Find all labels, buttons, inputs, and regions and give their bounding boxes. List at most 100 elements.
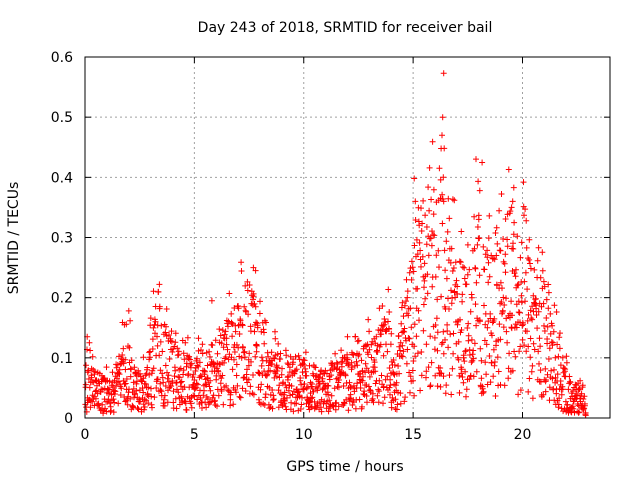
data-point: [440, 373, 447, 380]
data-point: [526, 256, 533, 263]
data-point: [225, 318, 232, 325]
data-point: [411, 175, 418, 182]
data-point: [278, 371, 285, 378]
data-point: [416, 239, 423, 246]
chart-title: Day 243 of 2018, SRMTID for receiver bai…: [198, 20, 493, 36]
data-point: [408, 258, 415, 265]
data-point: [128, 357, 135, 364]
data-point: [373, 333, 380, 340]
data-point: [541, 328, 548, 334]
data-point: [165, 372, 172, 379]
data-point: [237, 394, 244, 401]
data-point: [456, 389, 463, 396]
data-point: [515, 298, 522, 305]
data-point: [366, 346, 373, 353]
data-point: [546, 384, 553, 391]
data-point: [270, 396, 277, 403]
data-point: [365, 316, 372, 323]
data-point: [283, 352, 290, 359]
data-point: [184, 334, 191, 341]
data-point: [439, 220, 446, 227]
data-point: [161, 396, 167, 403]
data-point: [175, 389, 182, 396]
data-point: [149, 404, 155, 411]
data-point: [86, 339, 93, 346]
x-tick-label: 20: [514, 427, 532, 443]
data-point: [424, 290, 431, 297]
data-point: [410, 268, 417, 275]
data-point: [579, 382, 586, 389]
data-point: [172, 330, 179, 337]
data-point: [257, 386, 264, 393]
data-point: [563, 359, 570, 366]
data-point: [159, 348, 166, 355]
data-point: [387, 376, 394, 383]
data-point: [381, 394, 388, 401]
data-point: [442, 336, 448, 343]
data-point: [148, 393, 155, 400]
y-tick-label: 0.6: [51, 50, 73, 66]
data-point: [214, 403, 220, 410]
x-tick-label: 5: [190, 427, 199, 443]
data-point: [448, 391, 455, 398]
data-point: [201, 387, 207, 394]
data-point: [200, 392, 207, 399]
data-point: [168, 328, 175, 335]
data-point: [222, 328, 229, 335]
data-point: [89, 398, 96, 405]
y-tick-label: 0.1: [51, 351, 73, 367]
data-point: [190, 371, 197, 378]
data-point: [241, 303, 248, 310]
data-point: [432, 273, 439, 280]
data-point: [299, 394, 305, 401]
data-point: [218, 388, 225, 394]
data-point: [314, 385, 321, 391]
data-point: [351, 388, 358, 395]
data-point: [448, 287, 454, 294]
data-point: [400, 348, 407, 355]
data-point: [250, 391, 257, 398]
data-point: [536, 360, 542, 367]
data-point: [211, 398, 218, 405]
data-point: [375, 399, 382, 406]
data-point: [562, 398, 569, 405]
data-point: [115, 400, 122, 407]
data-point: [285, 373, 292, 380]
data-point: [301, 381, 308, 387]
data-point: [142, 381, 149, 387]
data-point: [357, 385, 364, 391]
data-point: [468, 294, 475, 301]
data-point: [439, 114, 446, 121]
data-point: [460, 379, 467, 386]
data-point: [267, 367, 274, 374]
data-point: [345, 362, 352, 369]
data-point: [182, 339, 189, 346]
data-point: [341, 400, 348, 407]
data-point: [120, 345, 127, 352]
data-point: [154, 376, 161, 383]
data-points: [82, 70, 589, 419]
data-point: [508, 298, 515, 305]
data-point: [382, 319, 389, 326]
data-point: [340, 383, 347, 389]
data-point: [238, 354, 245, 361]
data-point: [186, 356, 193, 363]
data-point: [172, 395, 179, 402]
data-point: [401, 325, 408, 332]
data-point: [506, 350, 513, 357]
data-point: [148, 385, 154, 392]
data-point: [454, 321, 461, 328]
data-point: [522, 269, 529, 276]
data-point: [269, 361, 276, 367]
data-point: [541, 322, 547, 329]
data-point: [374, 349, 381, 355]
data-point: [215, 392, 222, 399]
data-point: [162, 329, 169, 336]
data-point: [380, 323, 387, 329]
data-point: [542, 388, 549, 395]
data-point: [575, 386, 582, 393]
data-point: [422, 295, 429, 302]
data-point: [194, 396, 201, 403]
data-point: [372, 380, 379, 387]
data-point: [140, 401, 147, 408]
